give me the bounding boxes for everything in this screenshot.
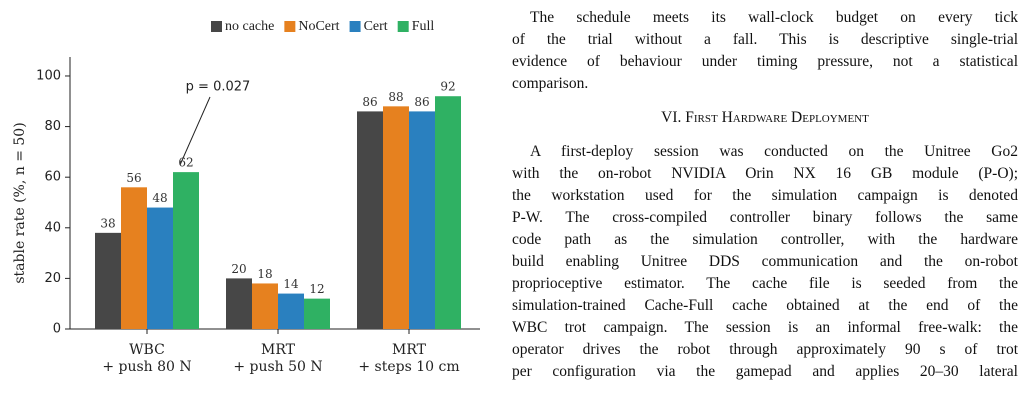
x-tick-label: MRT bbox=[392, 342, 427, 358]
bar bbox=[252, 283, 278, 329]
x-tick-label: MRT bbox=[261, 342, 296, 358]
text-line: simulation-trained Cache-Full cache obta… bbox=[512, 297, 1018, 314]
x-tick-label: + steps 10 cm bbox=[358, 359, 459, 375]
bar bbox=[383, 106, 409, 329]
y-tick-label: 40 bbox=[44, 220, 61, 235]
value-label: 12 bbox=[309, 282, 324, 296]
annotation-arrow bbox=[179, 96, 211, 166]
value-label: 86 bbox=[414, 95, 429, 109]
value-label: 48 bbox=[152, 191, 167, 205]
legend-label: no cache bbox=[225, 19, 274, 34]
text-line: P-W. The cross-compiled controller binar… bbox=[512, 209, 1018, 226]
text-line: WBC trot campaign. The session is an inf… bbox=[512, 319, 1018, 336]
y-tick-label: 60 bbox=[44, 170, 61, 185]
x-tick-label: + push 80 N bbox=[102, 359, 191, 375]
text-line: per configuration via the gamepad and ap… bbox=[512, 363, 1018, 380]
bar bbox=[435, 96, 461, 330]
text-line: proprioceptive estimator. The cache file… bbox=[512, 275, 1018, 292]
legend-swatch bbox=[211, 21, 222, 32]
x-tick-label: WBC bbox=[129, 342, 165, 358]
text-line: build enabling Unitree DDS communication… bbox=[512, 253, 1018, 270]
legend-label: Full bbox=[412, 19, 435, 34]
value-label: 62 bbox=[178, 156, 193, 170]
value-label: 14 bbox=[283, 277, 299, 291]
value-label: 86 bbox=[362, 95, 377, 109]
y-tick-label: 100 bbox=[36, 68, 61, 83]
bar bbox=[304, 298, 330, 329]
x-tick-label: + push 50 N bbox=[233, 359, 322, 375]
text-line: operator drives the robot through approx… bbox=[512, 341, 1018, 358]
legend-label: Cert bbox=[364, 19, 388, 34]
value-label: 18 bbox=[257, 267, 272, 281]
text-line: evidence of behaviour under timing press… bbox=[512, 53, 1018, 70]
y-tick-label: 20 bbox=[44, 271, 61, 286]
bar bbox=[173, 172, 199, 329]
bar bbox=[95, 232, 121, 329]
bar bbox=[147, 207, 173, 329]
section-heading: VI. First Hardware Deployment bbox=[661, 109, 869, 126]
text-line: the workstation used for the simulation … bbox=[512, 187, 1018, 204]
bar bbox=[357, 111, 383, 330]
text-line: A first-deploy session was conducted on … bbox=[530, 143, 1018, 160]
text-line: code path as the simulation controller, … bbox=[512, 231, 1018, 248]
value-label: 56 bbox=[126, 171, 141, 185]
paragraph: The schedule meets its wall-clock budget… bbox=[512, 7, 1018, 95]
legend-swatch bbox=[397, 21, 409, 32]
value-label: 88 bbox=[388, 90, 403, 104]
text-line: with the on-robot NVIDIA Orin NX 16 GB m… bbox=[512, 165, 1018, 182]
text-line: comparison. bbox=[512, 75, 589, 92]
value-label: 92 bbox=[440, 80, 455, 94]
chart: stable rate (%, n = 50) p = 0.027 0 20 40 6… bbox=[12, 19, 480, 375]
bar bbox=[226, 278, 252, 329]
value-label: 20 bbox=[231, 262, 246, 276]
paragraph: A first-deploy session was conducted on … bbox=[512, 141, 1018, 383]
bar bbox=[409, 111, 435, 330]
y-tick-label: 0 bbox=[53, 322, 61, 337]
y-tick-label: 80 bbox=[44, 119, 61, 134]
text-line: of the trial without a fall. This is des… bbox=[512, 31, 1018, 48]
text-column: The schedule meets its wall-clock budget… bbox=[512, 7, 1018, 383]
y-axis-label: stable rate (%, n = 50) bbox=[12, 122, 28, 283]
bar bbox=[278, 293, 304, 329]
value-label: 38 bbox=[100, 216, 115, 230]
legend-swatch bbox=[349, 21, 361, 32]
annotation: p = 0.027 bbox=[186, 80, 251, 95]
legend-swatch bbox=[284, 21, 296, 32]
legend-label: NoCert bbox=[298, 19, 339, 34]
bar bbox=[121, 187, 147, 329]
text-line: The schedule meets its wall-clock budget… bbox=[530, 9, 1018, 26]
